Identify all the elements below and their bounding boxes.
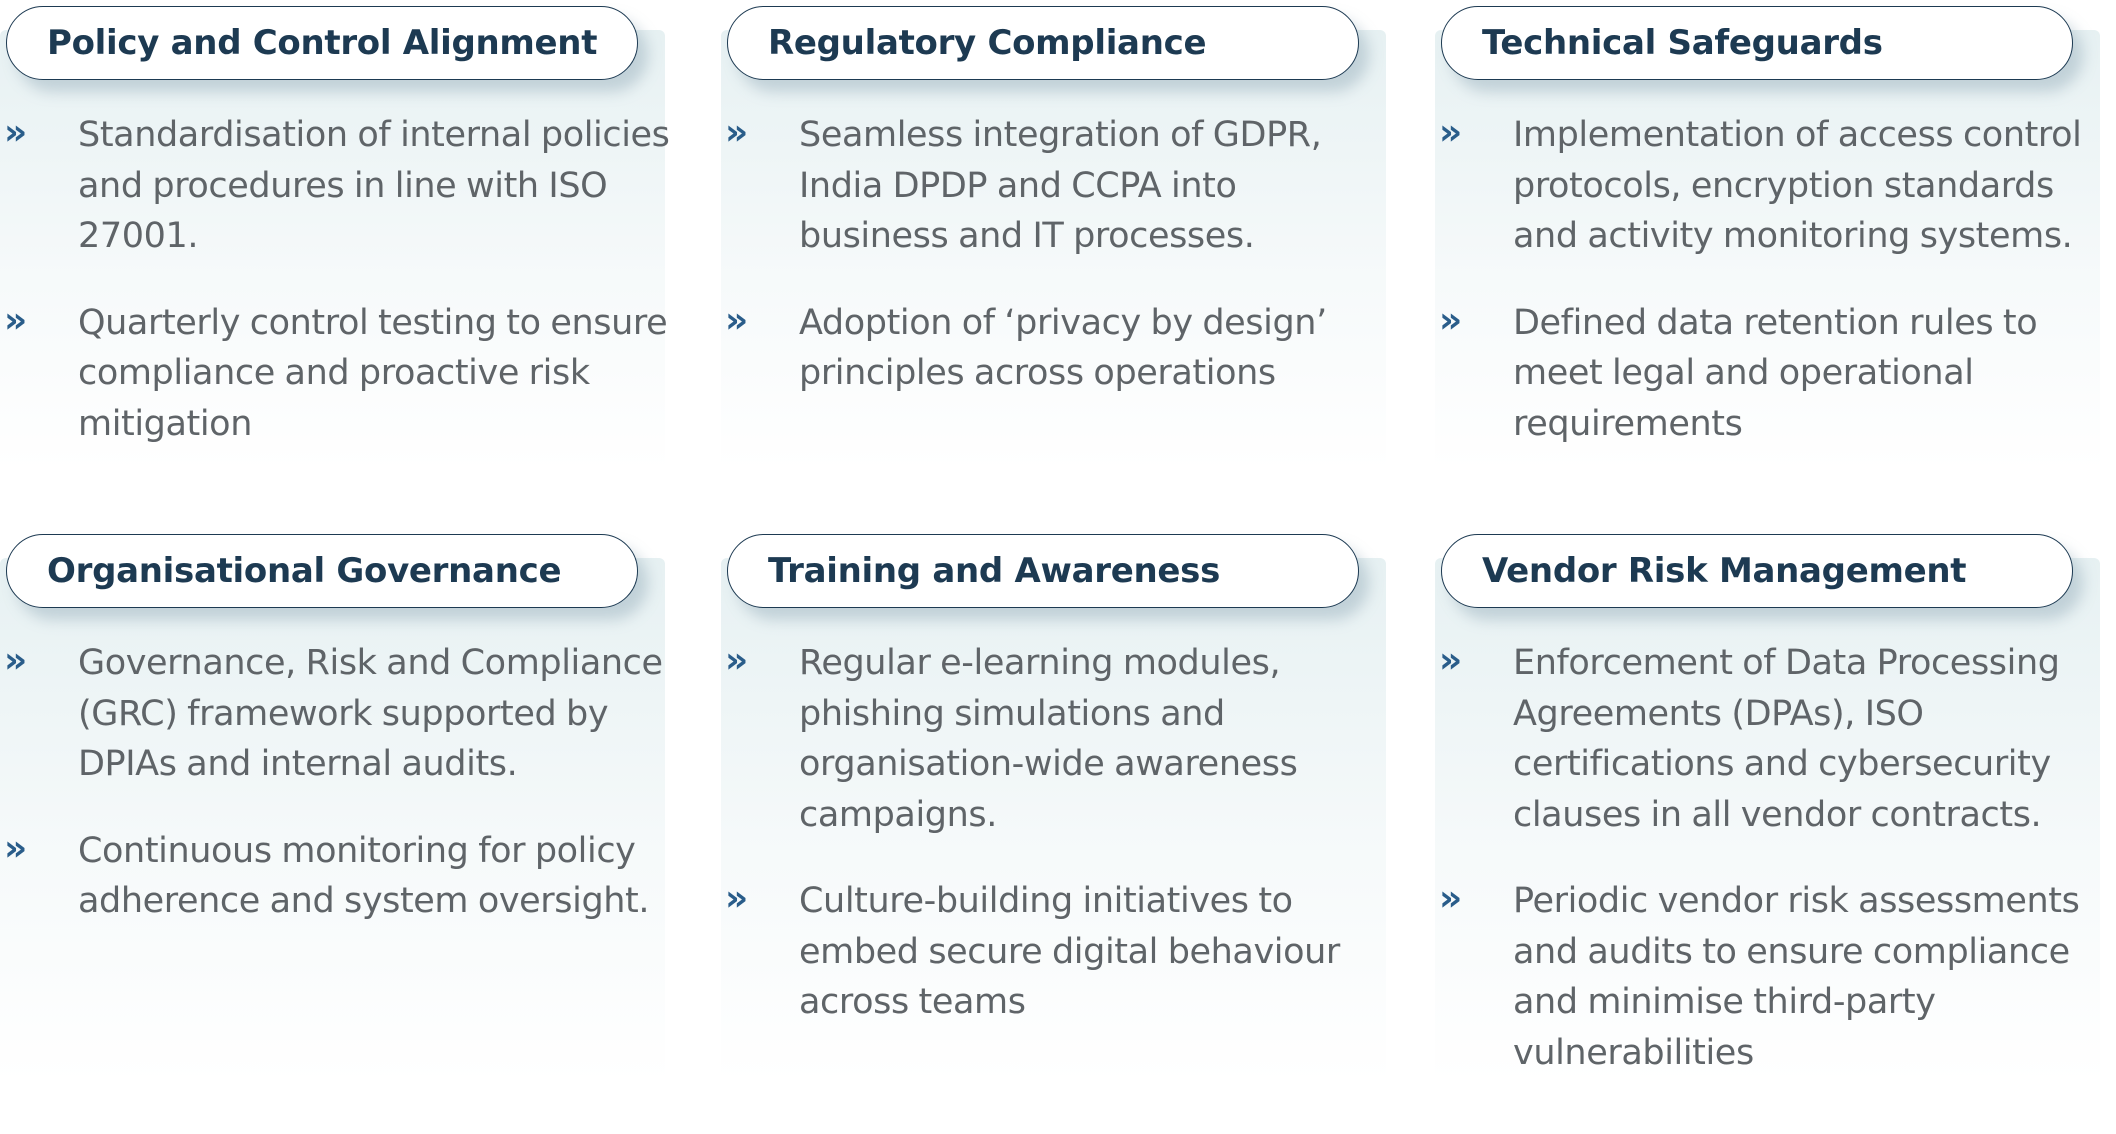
bullet-list: » Regular e-learning modules, phishing s… <box>721 638 1391 1064</box>
chevron-double-right-icon: » <box>1439 112 1463 153</box>
bullet-text: Continuous monitoring for policy adheren… <box>78 830 650 922</box>
bullet-text: Defined data retention rules to meet leg… <box>1513 302 2038 444</box>
bullet-list: » Implementation of access control proto… <box>1435 110 2105 485</box>
chevron-double-right-icon: » <box>1439 640 1463 681</box>
chevron-double-right-icon: » <box>1439 878 1463 919</box>
bullet-text: Culture-building initiatives to embed se… <box>799 881 1340 1022</box>
list-item: » Continuous monitoring for policy adher… <box>0 826 670 927</box>
list-item: » Quarterly control testing to ensure co… <box>0 298 670 450</box>
card-title-pill: Regulatory Compliance <box>727 6 1359 80</box>
card-title: Training and Awareness <box>768 551 1221 591</box>
list-item: » Periodic vendor risk assessments and a… <box>1435 876 2105 1078</box>
card-title: Vendor Risk Management <box>1482 551 1967 591</box>
bullet-text: Quarterly control testing to ensure comp… <box>78 302 668 444</box>
card-panel <box>0 558 665 1083</box>
list-item: » Seamless integration of GDPR, India DP… <box>721 110 1391 262</box>
bullet-text: Standardisation of internal policies and… <box>78 115 670 256</box>
card-title-pill: Technical Safeguards <box>1441 6 2073 80</box>
chevron-double-right-icon: » <box>4 640 28 681</box>
bullet-list: » Governance, Risk and Compliance (GRC) … <box>0 638 670 963</box>
card-title-pill: Organisational Governance <box>6 534 638 608</box>
card-title: Regulatory Compliance <box>768 23 1207 63</box>
bullet-text: Enforcement of Data Processing Agreement… <box>1513 643 2060 835</box>
card-title-pill: Vendor Risk Management <box>1441 534 2073 608</box>
bullet-text: Regular e-learning modules, phishing sim… <box>799 643 1298 835</box>
bullet-list: » Standardisation of internal policies a… <box>0 110 670 485</box>
chevron-double-right-icon: » <box>4 299 28 341</box>
card-panel <box>0 30 665 470</box>
list-item: » Adoption of ‘privacy by design’ princi… <box>721 298 1391 399</box>
list-item: » Governance, Risk and Compliance (GRC) … <box>0 638 670 790</box>
bullet-text: Seamless integration of GDPR, India DPDP… <box>799 115 1322 256</box>
bullet-text: Periodic vendor risk assessments and aud… <box>1513 881 2080 1073</box>
list-item: » Implementation of access control proto… <box>1435 110 2105 262</box>
card-panel <box>1435 558 2100 1083</box>
card-title: Policy and Control Alignment <box>47 23 598 63</box>
chevron-double-right-icon: » <box>1439 299 1463 341</box>
chevron-double-right-icon: » <box>4 827 28 869</box>
chevron-double-right-icon: » <box>4 112 28 153</box>
list-item: » Standardisation of internal policies a… <box>0 110 670 262</box>
bullet-text: Implementation of access control protoco… <box>1513 115 2082 256</box>
chevron-double-right-icon: » <box>725 112 749 153</box>
list-item: » Regular e-learning modules, phishing s… <box>721 638 1391 840</box>
bullet-text: Governance, Risk and Compliance (GRC) fr… <box>78 643 663 784</box>
card-title-pill: Training and Awareness <box>727 534 1359 608</box>
card-title-pill: Policy and Control Alignment <box>6 6 638 80</box>
card-title: Technical Safeguards <box>1482 23 1883 63</box>
bullet-list: » Enforcement of Data Processing Agreeme… <box>1435 638 2105 1114</box>
bullet-list: » Seamless integration of GDPR, India DP… <box>721 110 1391 435</box>
card-panel <box>721 558 1386 1083</box>
chevron-double-right-icon: » <box>725 640 749 681</box>
chevron-double-right-icon: » <box>725 878 749 919</box>
card-title: Organisational Governance <box>47 551 562 591</box>
list-item: » Enforcement of Data Processing Agreeme… <box>1435 638 2105 840</box>
chevron-double-right-icon: » <box>725 299 749 341</box>
list-item: » Defined data retention rules to meet l… <box>1435 298 2105 450</box>
card-panel <box>1435 30 2100 470</box>
list-item: » Culture-building initiatives to embed … <box>721 876 1391 1028</box>
card-panel <box>721 30 1386 470</box>
bullet-text: Adoption of ‘privacy by design’ principl… <box>799 302 1327 394</box>
